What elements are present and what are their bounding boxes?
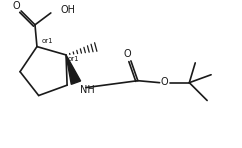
- Text: O: O: [123, 49, 131, 59]
- Text: O: O: [161, 77, 168, 87]
- Text: NH: NH: [80, 85, 95, 95]
- Text: or1: or1: [42, 38, 53, 44]
- Text: O: O: [12, 1, 20, 11]
- Text: OH: OH: [61, 5, 76, 15]
- Polygon shape: [66, 55, 81, 84]
- Text: or1: or1: [68, 56, 80, 62]
